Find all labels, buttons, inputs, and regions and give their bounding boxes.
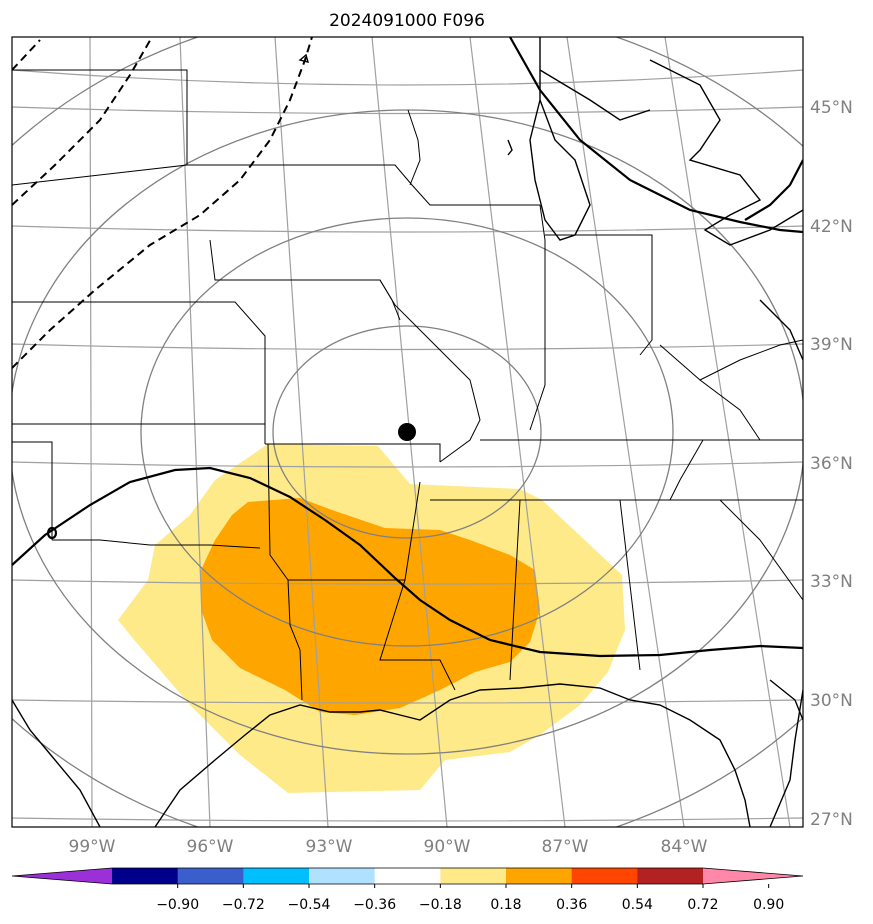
colorbar-extend-low xyxy=(12,868,112,884)
colorbar-extend-high xyxy=(703,868,803,884)
colorbar-tick-label: −0.72 xyxy=(222,897,265,913)
colorbar-tick-label: −0.54 xyxy=(288,897,331,913)
range-rings xyxy=(12,37,803,827)
colorbar-swatch xyxy=(112,868,179,884)
state-boundaries xyxy=(12,69,803,701)
colorbar-swatch xyxy=(309,868,376,884)
lat-label: 42°N xyxy=(810,217,853,237)
lat-label: 45°N xyxy=(810,98,853,118)
colorbar-tick-label: 0.36 xyxy=(556,897,587,913)
longitude-labels: 99°W 96°W 93°W 90°W 87°W 84°W xyxy=(69,837,708,857)
lat-label: 27°N xyxy=(810,810,853,830)
lon-label: 84°W xyxy=(661,837,708,857)
graticule xyxy=(12,37,803,827)
map-panel xyxy=(12,37,803,827)
colorbar-tick-label: 0.72 xyxy=(687,897,718,913)
colorbar-tick-label: −0.90 xyxy=(156,897,199,913)
colorbar-swatch xyxy=(571,868,638,884)
colorbar: −0.90 −0.72 −0.54 −0.36 −0.18 0.18 0.36 0.54 0.7… xyxy=(11,867,804,913)
colorbar-swatch xyxy=(440,868,507,884)
colorbar-tick-label: 0.18 xyxy=(490,897,521,913)
lat-label: 36°N xyxy=(810,454,853,474)
map-frame xyxy=(11,36,804,828)
lon-label: 87°W xyxy=(542,837,589,857)
dashed-contours xyxy=(12,37,313,369)
lon-label: 90°W xyxy=(424,837,471,857)
lon-label: 93°W xyxy=(306,837,353,857)
colorbar-swatch xyxy=(243,868,310,884)
coastlines xyxy=(12,37,803,827)
colorbar-tick-label: 0.90 xyxy=(753,897,784,913)
lat-label: 30°N xyxy=(810,691,853,711)
colorbar-outline xyxy=(11,867,804,885)
center-marker xyxy=(398,423,416,441)
lat-label: 33°N xyxy=(810,572,853,592)
latitude-labels: 45°N 42°N 39°N 36°N 33°N 30°N 27°N xyxy=(810,98,853,830)
probability-band-mid xyxy=(200,498,540,715)
colorbar-swatch xyxy=(374,868,441,884)
colorbar-tick-label: 0.54 xyxy=(622,897,653,913)
colorbar-swatch xyxy=(506,868,573,884)
colorbar-swatch xyxy=(637,868,704,884)
solid-contours xyxy=(12,37,803,658)
colorbar-tick-label: −0.36 xyxy=(353,897,396,913)
lon-label: 96°W xyxy=(187,837,234,857)
map-title: 2024091000 F096 xyxy=(329,11,485,31)
colorbar-tick-label: −0.18 xyxy=(419,897,462,913)
lat-label: 39°N xyxy=(810,335,853,355)
lon-label: 99°W xyxy=(69,837,116,857)
colorbar-swatch xyxy=(177,868,244,884)
